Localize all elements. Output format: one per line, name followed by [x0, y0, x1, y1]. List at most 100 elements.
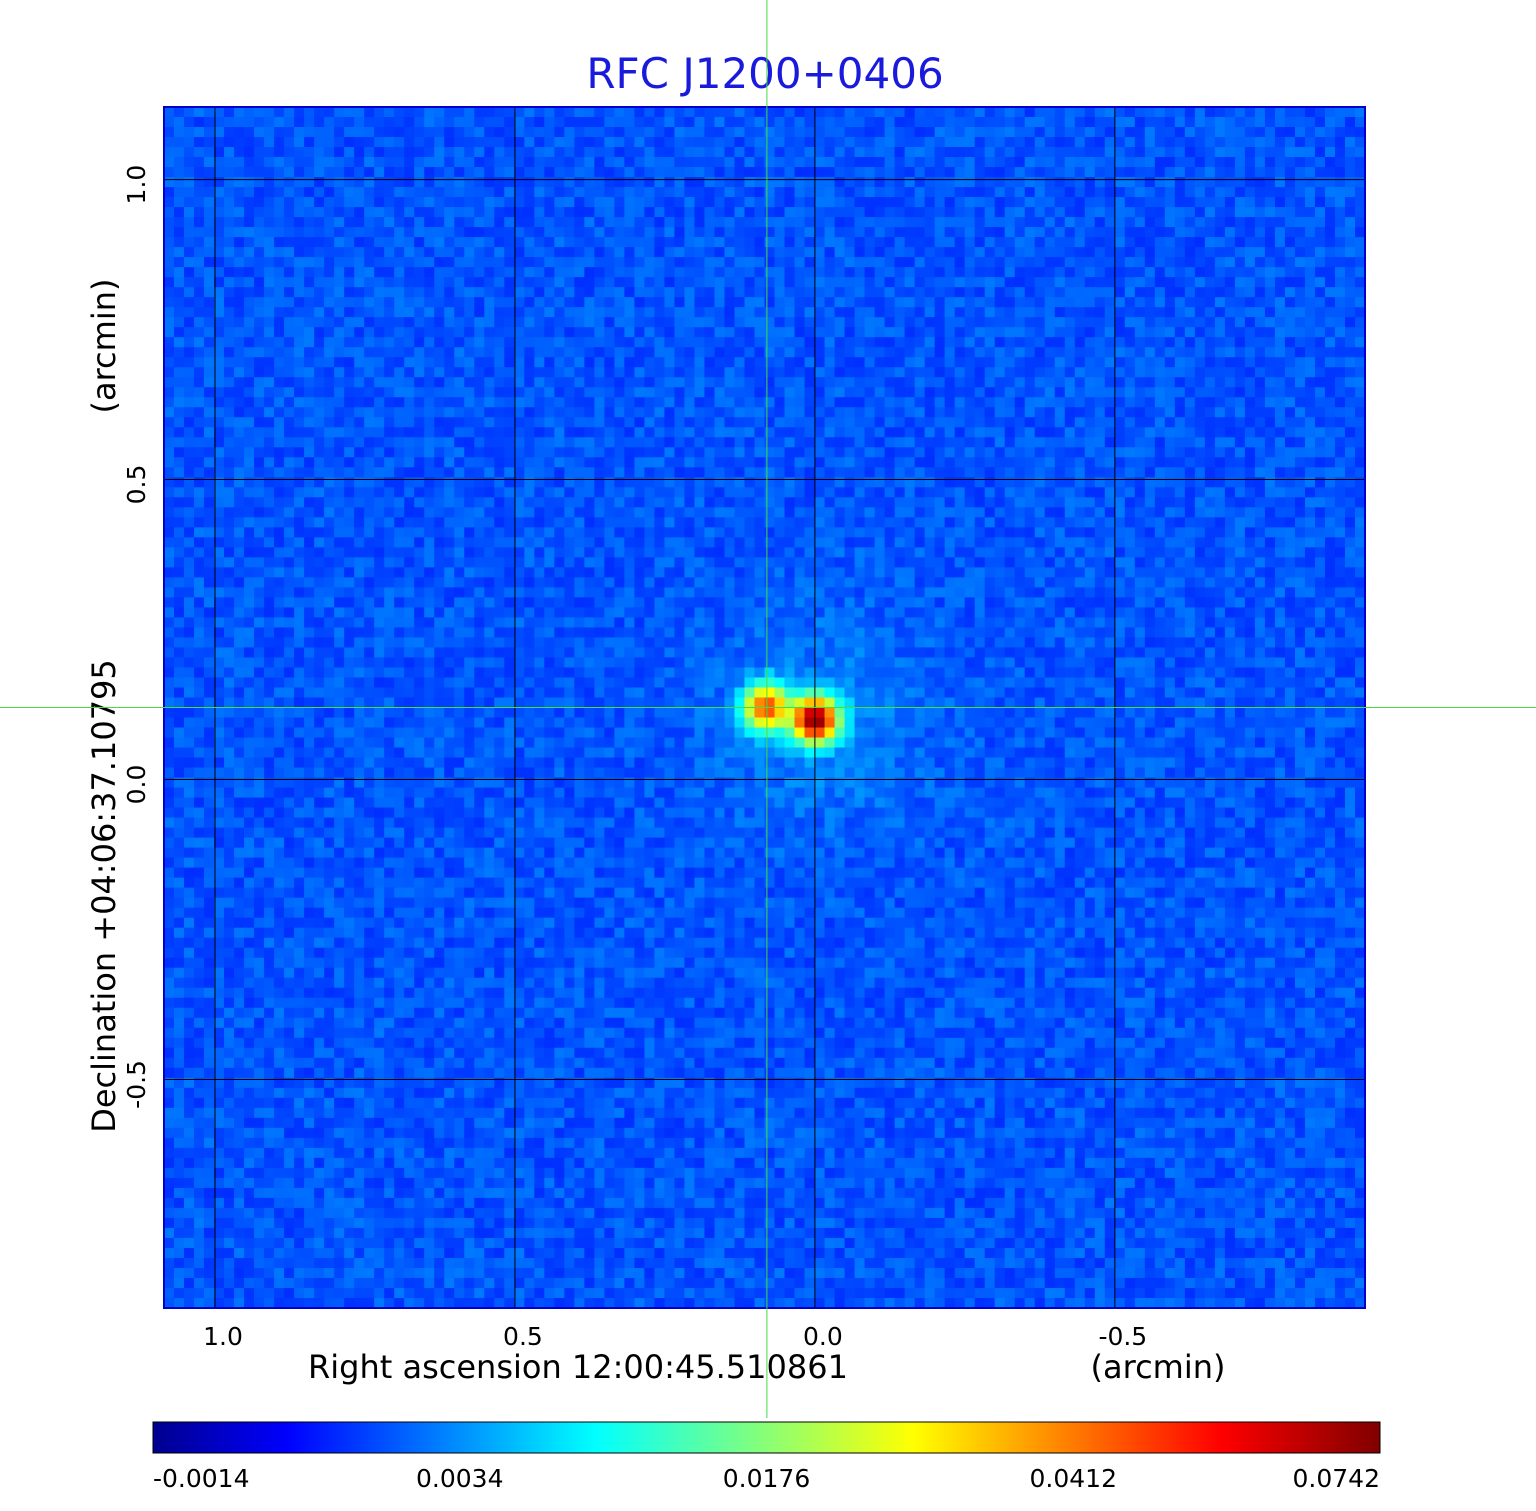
heatmap-cell: [1224, 277, 1236, 288]
heatmap-cell: [804, 467, 816, 478]
heatmap-cell: [314, 467, 325, 478]
heatmap-cell: [334, 177, 345, 188]
heatmap-cell: [584, 257, 595, 268]
heatmap-cell: [1204, 497, 1216, 508]
heatmap-cell: [1294, 357, 1306, 368]
heatmap-cell: [994, 407, 1006, 418]
heatmap-cell: [584, 437, 595, 448]
heatmap-cell: [354, 167, 365, 178]
heatmap-cell: [294, 207, 305, 218]
heatmap-cell: [304, 237, 315, 248]
heatmap-cell: [244, 127, 255, 138]
heatmap-cell: [1104, 297, 1116, 308]
heatmap-cell: [594, 507, 605, 518]
heatmap-cell: [644, 197, 656, 208]
heatmap-cell: [504, 337, 515, 348]
heatmap-cell: [1214, 117, 1226, 128]
heatmap-cell: [474, 497, 485, 508]
heatmap-cell: [844, 267, 856, 278]
heatmap-cell: [834, 507, 846, 518]
heatmap-cell: [1014, 427, 1026, 438]
heatmap-cell: [1064, 347, 1076, 358]
heatmap-cell: [734, 277, 746, 288]
heatmap-cell: [974, 207, 986, 218]
heatmap-cell: [994, 307, 1006, 318]
heatmap-cell: [734, 467, 746, 478]
heatmap-cell: [1054, 477, 1066, 488]
heatmap-cell: [224, 157, 235, 168]
heatmap-cell: [734, 417, 746, 428]
heatmap-cell: [724, 157, 736, 168]
heatmap-cell: [1284, 327, 1296, 338]
heatmap-cell: [1164, 477, 1176, 488]
heatmap-cell: [1274, 187, 1286, 198]
heatmap-cell: [684, 137, 696, 148]
heatmap-cell: [184, 117, 195, 128]
heatmap-cell: [994, 257, 1006, 268]
heatmap-cell: [434, 267, 445, 278]
heatmap-cell: [914, 517, 926, 528]
heatmap-cell: [1344, 217, 1356, 228]
heatmap-cell: [764, 437, 776, 448]
heatmap-cell: [284, 197, 295, 208]
heatmap-cell: [884, 497, 896, 508]
heatmap-cell: [1084, 227, 1096, 238]
heatmap-cell: [384, 307, 395, 318]
heatmap-cell: [574, 137, 585, 148]
heatmap-cell: [1284, 227, 1296, 238]
heatmap-cell: [674, 417, 686, 428]
heatmap-cell: [1144, 307, 1156, 318]
heatmap-cell: [214, 397, 225, 408]
heatmap-cell: [1314, 127, 1326, 138]
heatmap-cell: [264, 327, 275, 338]
heatmap-cell: [754, 397, 766, 408]
heatmap-cell: [1094, 147, 1106, 158]
heatmap-cell: [954, 377, 966, 388]
heatmap-cell: [354, 507, 365, 518]
heatmap-cell: [1074, 367, 1086, 378]
heatmap-cell: [554, 357, 565, 368]
heatmap-cell: [434, 507, 445, 518]
heatmap-cell: [504, 447, 515, 458]
heatmap-cell: [474, 157, 485, 168]
heatmap-cell: [344, 267, 355, 278]
heatmap-cell: [314, 197, 325, 208]
heatmap-cell: [674, 377, 686, 388]
heatmap-cell: [1314, 157, 1326, 168]
heatmap-cell: [1284, 417, 1296, 428]
heatmap-cell: [244, 227, 255, 238]
heatmap-cell: [794, 447, 806, 458]
heatmap-cell: [1304, 497, 1316, 508]
heatmap-cell: [1004, 467, 1016, 478]
heatmap-cell: [1114, 197, 1126, 208]
heatmap-cell: [384, 277, 395, 288]
heatmap-cell: [194, 477, 205, 488]
heatmap-cell: [904, 147, 916, 158]
heatmap-cell: [1014, 367, 1026, 378]
heatmap-cell: [514, 347, 525, 358]
heatmap-cell: [164, 237, 175, 248]
heatmap-cell: [1134, 267, 1146, 278]
heatmap-cell: [444, 127, 455, 138]
heatmap-cell: [904, 497, 916, 508]
heatmap-cell: [634, 447, 645, 458]
heatmap-cell: [904, 187, 916, 198]
heatmap-cell: [334, 247, 345, 258]
heatmap-cell: [364, 397, 375, 408]
heatmap-cell: [364, 267, 375, 278]
heatmap-cell: [294, 367, 305, 378]
heatmap-cell: [1064, 277, 1076, 288]
heatmap-cell: [694, 107, 706, 118]
heatmap-cell: [484, 447, 495, 458]
heatmap-cell: [794, 497, 806, 508]
heatmap-cell: [204, 437, 215, 448]
heatmap-cell: [1234, 267, 1246, 278]
heatmap-cell: [394, 137, 405, 148]
heatmap-cell: [404, 357, 415, 368]
heatmap-cell: [184, 147, 195, 158]
heatmap-cell: [504, 167, 515, 178]
heatmap-cell: [1314, 467, 1326, 478]
heatmap-cell: [1214, 257, 1226, 268]
heatmap-cell: [1334, 237, 1346, 248]
heatmap-cell: [194, 457, 205, 468]
